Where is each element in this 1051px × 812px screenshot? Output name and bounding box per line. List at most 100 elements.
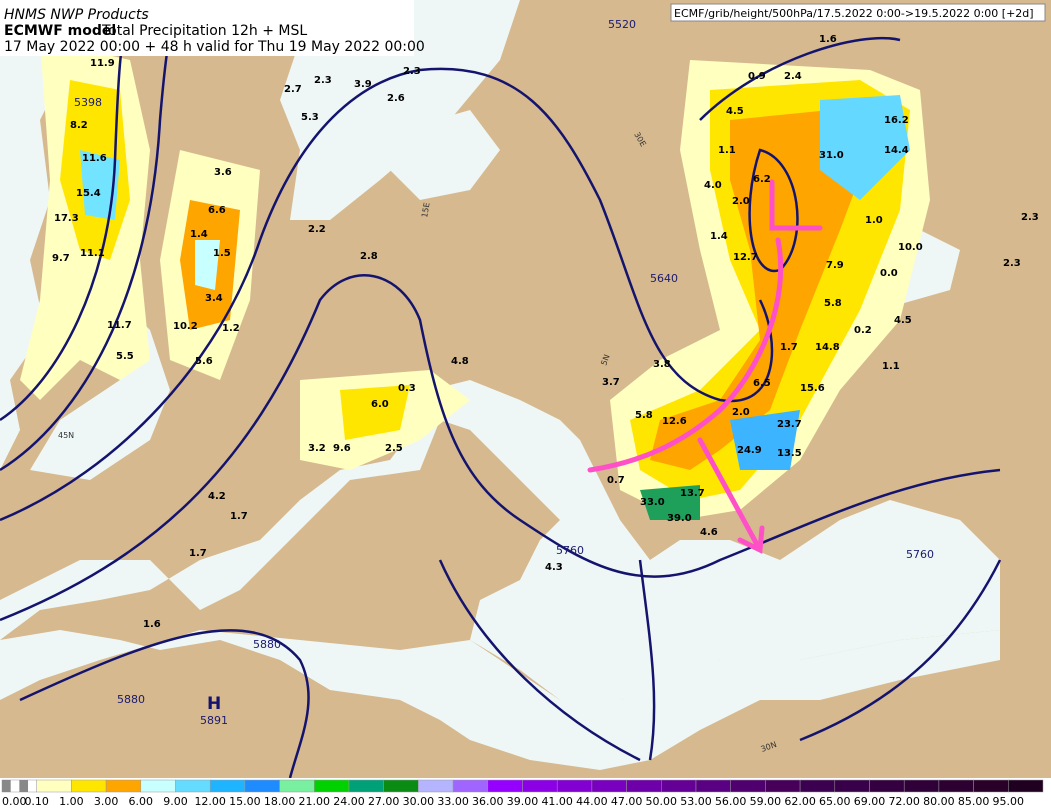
precip-label: 1.1	[718, 145, 736, 156]
precip-label: 2.3	[1003, 258, 1021, 269]
colorbar-swatch	[591, 779, 627, 793]
colorbar-label: 6.00	[129, 795, 154, 808]
precip-label: 1.6	[143, 619, 161, 630]
colorbar-label: 33.00	[437, 795, 469, 808]
precip-label: 1.1	[882, 361, 900, 372]
precip-label: 0.3	[398, 383, 416, 394]
source: ECMF/grib/height/500hPa/17.5.2022 0:00->…	[674, 7, 1034, 20]
precip-label: 5.6	[195, 356, 213, 367]
colorbar-swatch	[869, 779, 905, 793]
colorbar-label: 47.00	[611, 795, 643, 808]
precip-label: 39.0	[667, 513, 692, 524]
precip-label: 7.9	[826, 260, 844, 271]
colorbar-label: 21.00	[299, 795, 331, 808]
precip-label: 2.6	[387, 93, 405, 104]
precip-label: 3.2	[308, 443, 326, 454]
precip-label: 1.4	[190, 229, 208, 240]
precip-label: 2.3	[314, 75, 332, 86]
contour-label: 5880	[253, 638, 281, 651]
colorbar-swatch	[36, 779, 72, 793]
header-panel	[0, 0, 414, 56]
colorbar-label: 53.00	[680, 795, 712, 808]
colorbar-swatch	[834, 779, 870, 793]
colorbar-label: 0.00	[2, 795, 27, 808]
precip-label: 14.4	[884, 145, 909, 156]
colorbar-swatch	[244, 779, 280, 793]
colorbar-label: 41.00	[541, 795, 573, 808]
colorbar-label: 50.00	[646, 795, 678, 808]
colorbar-swatch	[19, 786, 29, 792]
colorbar-label: 44.00	[576, 795, 608, 808]
precip-label: 2.8	[360, 251, 378, 262]
colorbar-label: 65.00	[819, 795, 851, 808]
precip-label: 11.6	[82, 153, 107, 164]
colorbar-label: 59.00	[750, 795, 782, 808]
precip-label: 0.7	[607, 475, 625, 486]
precip-label: 5.5	[116, 351, 134, 362]
colorbar-swatch	[765, 779, 801, 793]
precip-label: 0.2	[854, 325, 872, 336]
colorbar-label: 62.00	[784, 795, 816, 808]
colorbar-swatch	[348, 779, 384, 793]
precip-label: 23.7	[777, 419, 802, 430]
colorbar-label: 3.00	[94, 795, 119, 808]
colorbar-label: 15.00	[229, 795, 261, 808]
precip-label: 2.3	[1021, 212, 1039, 223]
contour-label: 5640	[650, 272, 678, 285]
precip-label: 17.3	[54, 213, 79, 224]
precip-label: 0.0	[880, 268, 898, 279]
precip-label: 2.0	[732, 407, 750, 418]
precip-label: 6.0	[371, 399, 389, 410]
colorbar-swatch	[730, 779, 766, 793]
precip-label: 4.5	[894, 315, 912, 326]
precip-label: 4.2	[208, 491, 226, 502]
high-value: 5891	[200, 714, 228, 727]
precip-label: 1.6	[819, 34, 837, 45]
precip-label: 13.5	[777, 448, 802, 459]
product: HNMS NWP Products	[4, 7, 149, 23]
valid-time: 17 May 2022 00:00 + 48 h valid for Thu 1…	[4, 39, 425, 55]
precip-label: 1.5	[213, 248, 231, 259]
colorbar-swatch	[903, 779, 940, 793]
precip-label: 13.7	[680, 488, 705, 499]
precip-label: 9.7	[52, 253, 70, 264]
precip-label: 5.8	[635, 410, 653, 421]
colorbar-swatch	[938, 779, 974, 793]
precip-label: 4.6	[700, 527, 718, 538]
colorbar-swatch	[522, 779, 558, 793]
precip-label: 11.7	[107, 320, 132, 331]
precip-label: 1.7	[189, 548, 207, 559]
colorbar-label: 18.00	[264, 795, 296, 808]
colorbar-swatch	[661, 779, 697, 793]
precip-label: 2.2	[308, 224, 326, 235]
colorbar-swatch	[279, 779, 315, 793]
precip-label: 11.9	[90, 58, 115, 69]
colorbar-swatch	[383, 779, 419, 793]
precip-label: 6.5	[753, 378, 771, 389]
precip-label: 3.6	[214, 167, 232, 178]
precip-label: 3.9	[354, 79, 372, 90]
colorbar-swatch	[209, 779, 246, 793]
precip-label: 4.5	[726, 106, 744, 117]
precip-label: 1.7	[230, 511, 248, 522]
precip-label: 15.4	[76, 188, 101, 199]
precip-label: 4.0	[704, 180, 722, 191]
colorbar-label: 24.00	[333, 795, 365, 808]
precip-label: 4.8	[451, 356, 469, 367]
precip-label: 2.5	[385, 443, 403, 454]
colorbar-label: 0.10	[24, 795, 49, 808]
precipitation	[20, 40, 930, 520]
colorbar-swatch	[418, 779, 454, 793]
precip-label: 12.7	[733, 252, 758, 263]
colorbar-label: 36.00	[472, 795, 504, 808]
precip-label: 12.6	[662, 416, 687, 427]
colorbar-swatch	[452, 779, 489, 793]
grid-label: 15E	[420, 202, 432, 219]
precip-label: 14.8	[815, 342, 840, 353]
contour-label: 5520	[608, 18, 636, 31]
colorbar-label: 72.00	[888, 795, 920, 808]
colorbar-swatch	[973, 779, 1009, 793]
colorbar-label: 56.00	[715, 795, 747, 808]
precip-label: 3.8	[653, 359, 671, 370]
